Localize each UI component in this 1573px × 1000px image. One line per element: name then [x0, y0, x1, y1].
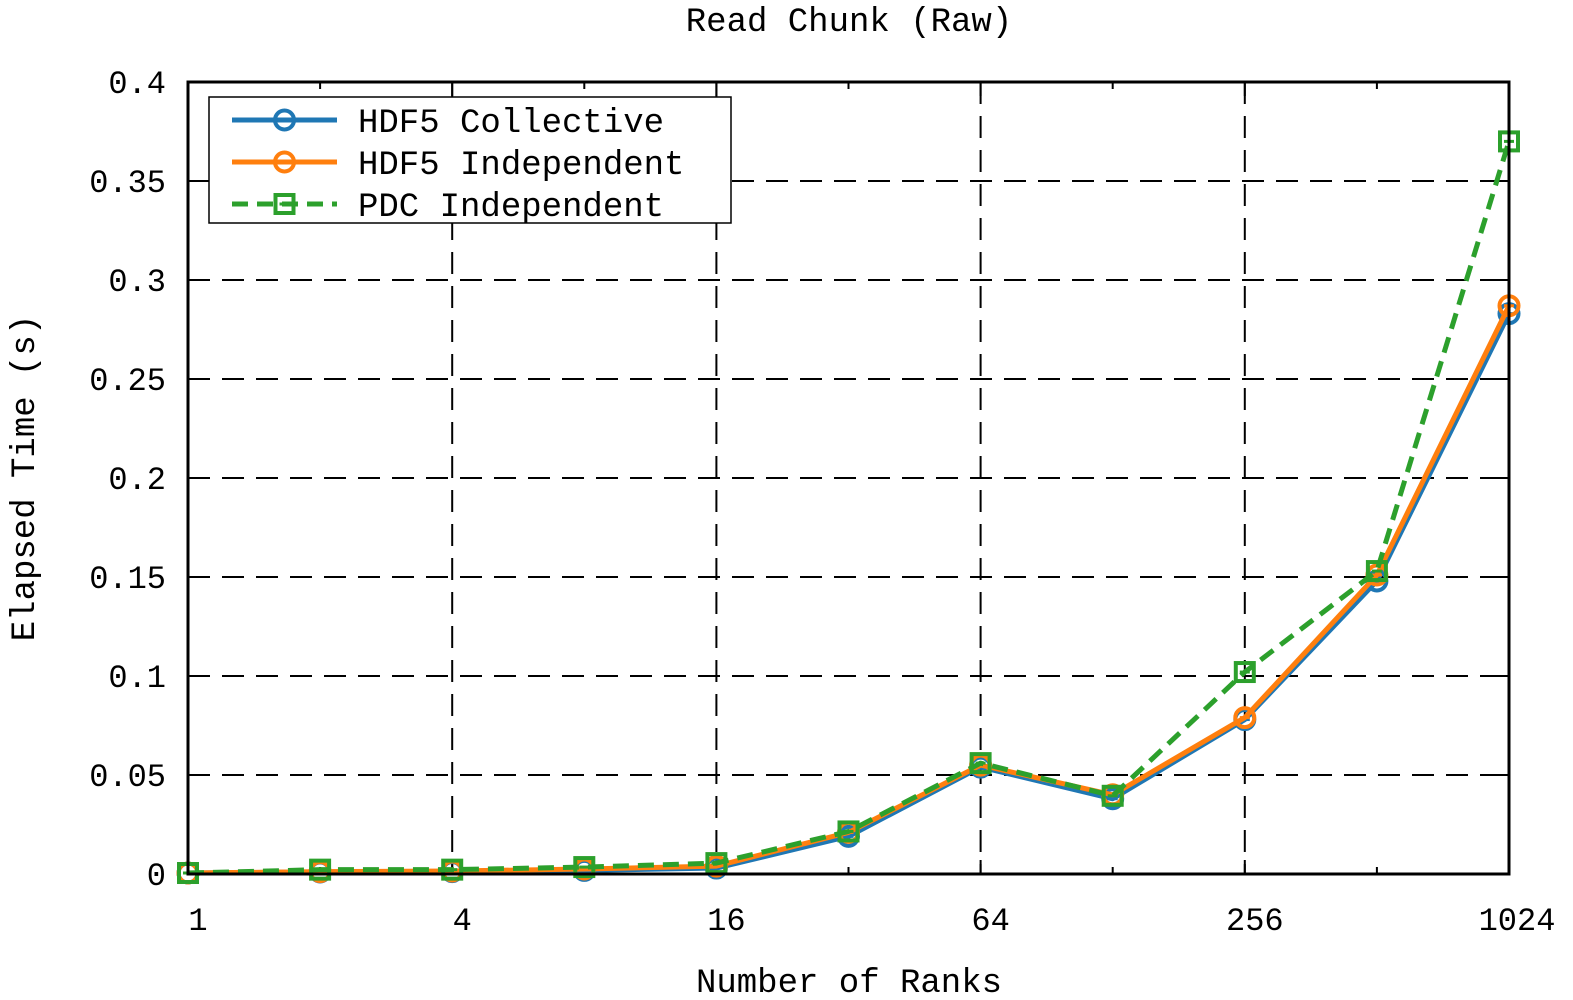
y-axis-label: Elapsed Time (s) — [7, 315, 45, 641]
x-tick-label: 1 — [188, 903, 207, 940]
legend-entry: PDC Independent — [232, 189, 664, 227]
series-line — [187, 312, 1512, 876]
x-tick-label: 1024 — [1479, 903, 1556, 940]
plot-frame — [186, 80, 1511, 876]
series-line — [187, 140, 1512, 876]
data-point — [441, 858, 464, 881]
x-tick-label: 64 — [971, 903, 1009, 940]
x-axis-label: Number of Ranks — [696, 965, 1002, 1000]
legend-marker — [273, 193, 296, 215]
data-point — [309, 858, 332, 881]
legend-label: HDF5 Independent — [358, 147, 684, 185]
ticks: 0 0.05 0.1 0.15 0.2 0.25 0.3 0.35 0.4 1 4 16 64 256 10… — [89, 66, 1555, 940]
legend-entry: HDF5 Independent — [232, 147, 684, 185]
legend-marker — [273, 150, 296, 174]
x-tick-label: 16 — [707, 903, 745, 940]
chart-title: Read Chunk (Raw) — [686, 4, 1012, 42]
data-point — [705, 852, 728, 875]
x-tick-label: 4 — [453, 903, 472, 940]
y-tick-label: 0.15 — [89, 561, 166, 598]
data-point — [1101, 784, 1124, 807]
y-tick-label: 0.35 — [89, 165, 166, 202]
data-point — [573, 856, 596, 879]
data-point — [1233, 706, 1257, 730]
y-tick-label: 0.2 — [108, 462, 166, 499]
legend-marker — [273, 108, 296, 132]
y-tick-label: 0.25 — [89, 363, 166, 400]
series-1 — [176, 294, 1521, 885]
legend-label: PDC Independent — [358, 189, 664, 227]
series-0 — [176, 302, 1521, 885]
data-point — [837, 820, 860, 843]
y-tick-label: 0.4 — [108, 66, 166, 103]
data-point — [1233, 661, 1256, 684]
legend-entry: HDF5 Collective — [232, 105, 664, 143]
y-tick-label: 0.3 — [108, 264, 166, 301]
y-tick-label: 0.05 — [89, 759, 166, 796]
x-tick-label: 256 — [1226, 903, 1284, 940]
data-point — [969, 752, 992, 775]
y-tick-label: 0.1 — [108, 660, 166, 697]
legend-label: HDF5 Collective — [358, 105, 664, 143]
legend: HDF5 Collective HDF5 Independent PDC Indep… — [208, 96, 732, 227]
series-layer — [176, 130, 1521, 885]
series-2 — [177, 130, 1520, 885]
data-point — [1365, 560, 1388, 583]
y-tick-label: 0 — [147, 858, 166, 895]
series-line — [187, 304, 1512, 876]
